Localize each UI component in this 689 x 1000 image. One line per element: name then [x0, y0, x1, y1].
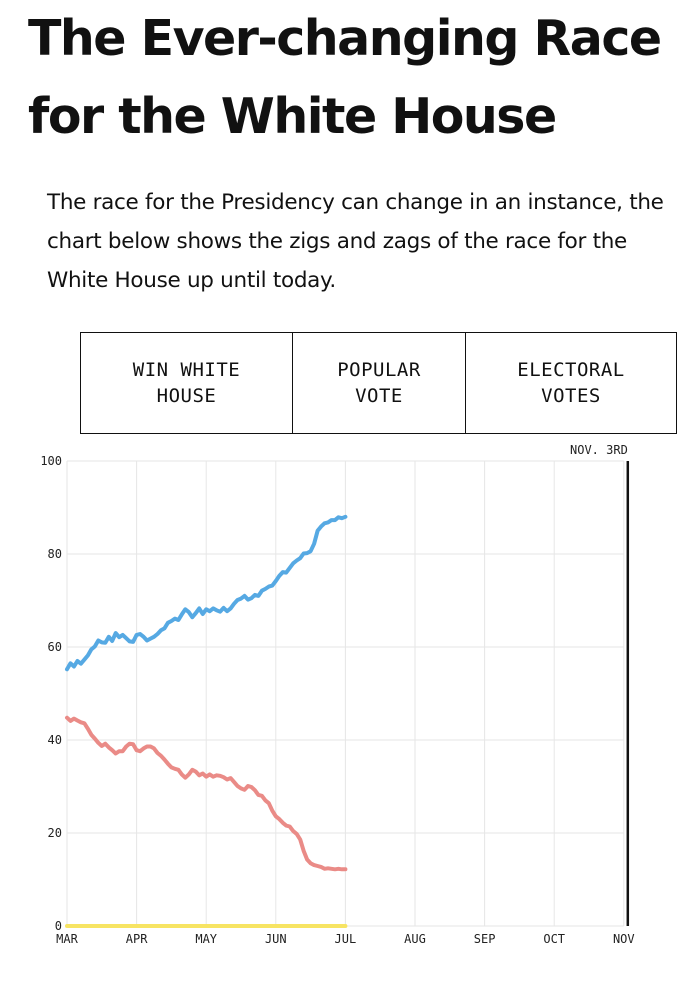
x-tick-label: AUG [404, 932, 426, 946]
x-tick-label: APR [126, 932, 148, 946]
tab-win-white-house[interactable]: WIN WHITE HOUSE [132, 359, 241, 407]
page-title: The Ever-changing Race for the White Hou… [28, 10, 662, 145]
x-tick-label: SEP [474, 932, 496, 946]
y-tick-label: 80 [48, 547, 62, 561]
election-day-label: NOV. 3RD [570, 443, 628, 457]
y-tick-label: 100 [40, 454, 62, 468]
x-tick-label: MAR [56, 932, 78, 946]
y-tick-label: 20 [48, 826, 62, 840]
tab-popular-vote[interactable]: POPULAR VOTE [292, 333, 465, 433]
x-tick-label: MAY [195, 932, 217, 946]
x-tick-label: NOV [613, 932, 635, 946]
series-line-2 [65, 715, 348, 872]
y-tick-label: 40 [48, 733, 62, 747]
y-tick-label: 0 [55, 919, 62, 933]
race-line-chart: 0 20 40 60 80 100 MAR APR MAY JUN JUL AUG SEP OCT NOV N… [40, 443, 635, 946]
x-tick-label: JUL [335, 932, 357, 946]
series-line-1 [65, 514, 348, 672]
x-tick-label: OCT [543, 932, 565, 946]
y-tick-label: 60 [48, 640, 62, 654]
tab-bar: WIN WHITE HOUSE POPULAR VOTE ELECTORAL V… [80, 332, 677, 434]
x-tick-label: JUN [265, 932, 287, 946]
page-subtitle: The race for the Presidency can change i… [47, 190, 664, 293]
tab-electoral-votes[interactable]: ELECTORAL VOTES [465, 333, 676, 433]
